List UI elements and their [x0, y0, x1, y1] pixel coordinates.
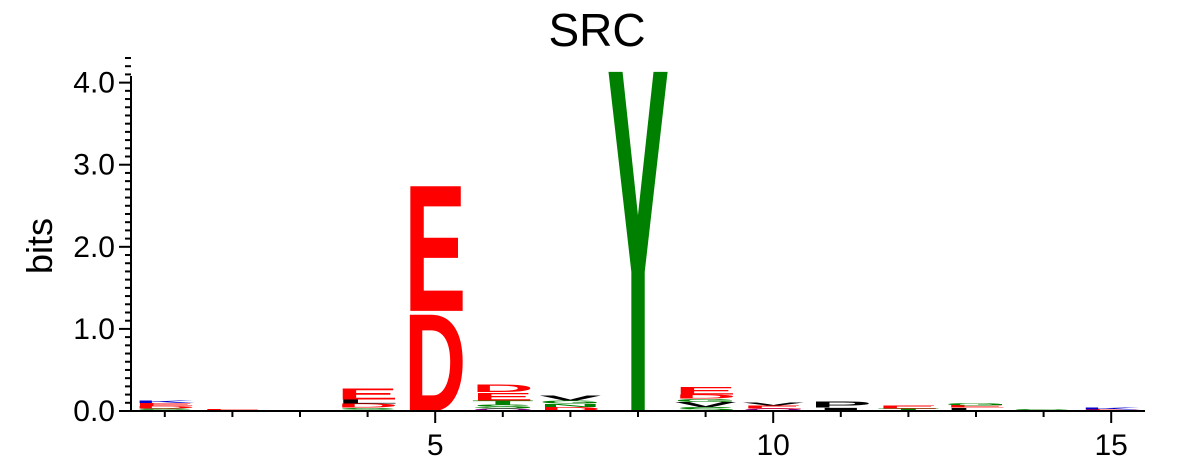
glyph-E-pos9: E	[675, 384, 737, 397]
x-tick-label: 15	[1095, 429, 1128, 462]
glyph-E-pos13: E	[945, 405, 1007, 409]
axes: 0.0 1.0 2.0 3.0 4.0 5 10 15	[73, 57, 1145, 462]
glyph-E-pos10: E	[742, 404, 804, 409]
glyph-S-pos4: S	[337, 407, 399, 412]
glyph-E-pos6: E	[472, 390, 534, 403]
logo-stacks: SDEKEGSDLEDEQSTEDDNGVYSVGDEQEVIPTELEGGEK	[134, 0, 1143, 471]
glyph-S-pos9: S	[675, 406, 737, 412]
glyph-E-pos12: E	[877, 404, 939, 409]
glyph-Q-pos10: Q	[742, 408, 804, 412]
glyph-V-pos7: V	[539, 394, 601, 402]
glyph-P-pos11: P	[810, 401, 872, 410]
glyph-Y-pos8: Y	[607, 0, 669, 471]
x-tick-label: 10	[757, 429, 790, 462]
glyph-G-pos13: G	[945, 402, 1007, 406]
chart-title: SRC	[548, 4, 645, 56]
glyph-V-pos9: V	[675, 401, 737, 409]
y-axis-label: bits	[19, 218, 60, 274]
logo-stack-11: IP	[810, 401, 872, 412]
glyph-T-pos6: T	[472, 399, 534, 405]
y-tick-label: 3.0	[73, 149, 115, 182]
glyph-G-pos9: G	[675, 398, 737, 403]
logo-stack-5: DE	[404, 149, 466, 441]
glyph-D-pos1: D	[134, 405, 196, 409]
glyph-T-pos12: T	[877, 408, 939, 412]
logo-stack-8: Y	[607, 0, 669, 471]
logo-stack-10: QEV	[742, 401, 804, 412]
glyph-D-pos7: D	[539, 406, 601, 412]
x-tick-label: 5	[427, 429, 444, 462]
glyph-E-pos4: E	[337, 385, 399, 403]
glyph-D-pos4: D	[337, 403, 399, 409]
glyph-S-pos1: S	[134, 408, 196, 412]
y-tick-label: 4.0	[73, 67, 115, 100]
y-tick-label: 0.0	[73, 395, 115, 428]
glyph-V-pos10: V	[742, 401, 804, 406]
glyph-S-pos6: S	[472, 403, 534, 409]
glyph-E-pos5: E	[404, 149, 466, 351]
glyph-I-pos11: I	[810, 407, 872, 412]
glyph-K-pos1: K	[134, 400, 196, 404]
glyph-G-pos7: G	[539, 399, 601, 404]
y-tick-label: 2.0	[73, 231, 115, 264]
glyph-L-pos4: L	[337, 399, 399, 405]
y-tick-label: 1.0	[73, 313, 115, 346]
logo-stack-12: TE	[877, 404, 939, 411]
glyph-K-pos15: K	[1080, 407, 1142, 410]
glyph-L-pos13: L	[945, 407, 1007, 412]
glyph-D-pos9: D	[675, 394, 737, 400]
glyph-D-pos6: D	[472, 382, 534, 395]
logo-stack-13: LEG	[945, 402, 1007, 412]
glyph-E-pos1: E	[134, 402, 196, 407]
glyph-N-pos7: N	[539, 403, 601, 408]
glyph-Q-pos6: Q	[472, 408, 534, 412]
